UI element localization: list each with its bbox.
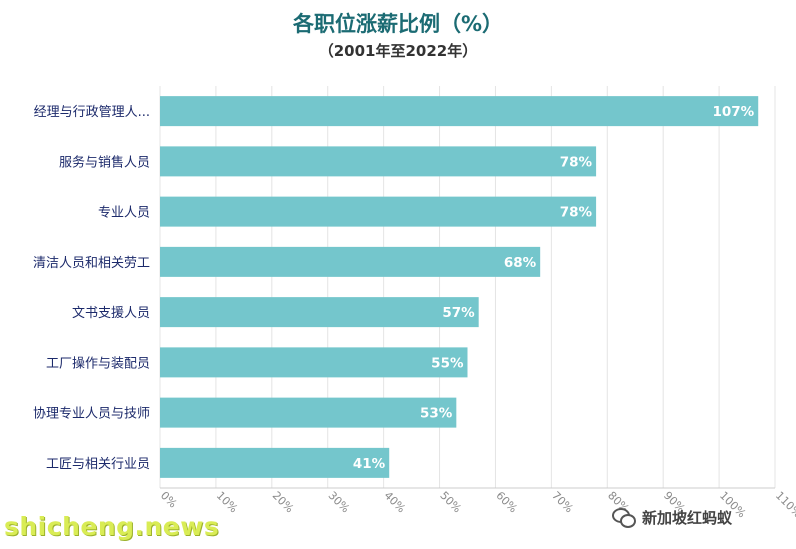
value-label: 107% [713, 104, 755, 120]
x-tick-label: 50% [437, 489, 463, 515]
x-tick-label: 40% [382, 489, 408, 515]
bar [160, 397, 457, 428]
watermark-wechat-label: 新加坡红蚂蚁 [642, 508, 733, 527]
bar [160, 447, 390, 478]
bar [160, 246, 541, 277]
bar [160, 297, 479, 328]
bar [160, 96, 759, 127]
value-label: 78% [560, 205, 593, 221]
value-label: 68% [504, 255, 537, 271]
x-tick-label: 30% [326, 489, 352, 515]
value-label: 55% [431, 355, 464, 371]
x-tick-label: 0% [158, 489, 180, 511]
value-label: 41% [353, 456, 386, 472]
watermark-wechat: 新加坡红蚂蚁 [612, 504, 732, 530]
category-label: 工匠与相关行业员 [46, 457, 150, 472]
category-label: 协理专业人员与技师 [33, 407, 150, 422]
chart-title: 各职位涨薪比例（%） [292, 12, 504, 36]
bar [160, 347, 468, 378]
x-tick-label: 20% [270, 489, 296, 515]
x-tick-label: 110% [773, 489, 796, 520]
category-label: 文书支援人员 [72, 306, 150, 321]
category-label: 工厂操作与装配员 [46, 355, 150, 371]
category-label: 专业人员 [98, 206, 150, 221]
bar [160, 196, 597, 227]
bar [160, 146, 597, 177]
category-label: 服务与销售人员 [59, 154, 150, 170]
wechat-icon [612, 506, 636, 528]
watermark-shicheng: shicheng.news [4, 512, 220, 541]
value-label: 57% [442, 305, 475, 321]
chart-subtitle: （2001年至2022年） [318, 42, 478, 60]
x-tick-label: 70% [549, 489, 575, 515]
category-label: 清洁人员和相关劳工 [33, 255, 150, 271]
category-label: 经理与行政管理人... [34, 105, 150, 120]
x-tick-label: 60% [493, 489, 519, 515]
value-label: 53% [420, 406, 453, 422]
value-label: 78% [560, 154, 593, 170]
